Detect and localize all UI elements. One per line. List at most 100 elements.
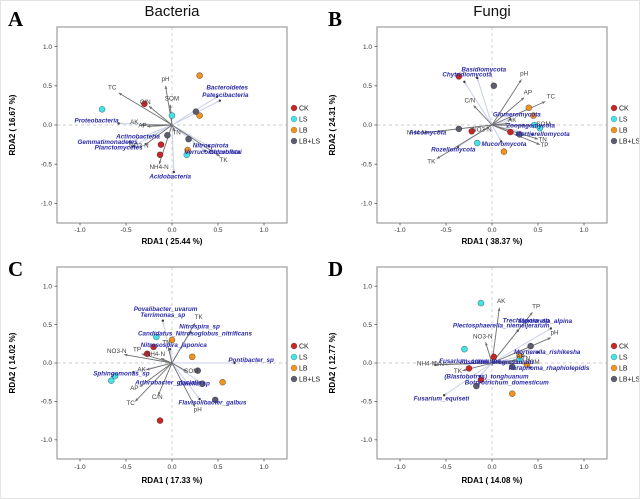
sample-point-ls [536,124,544,132]
x-axis-label: RDA1 ( 25.44 %) [142,237,203,246]
sample-point-lb [188,353,196,361]
legend-label: CK [299,343,309,350]
panel-b-fungi-rda-biplot: -1.0 -0.5 0.0 0.5 1.0 -1.0 -0.5 0.0 0.5 1.0 RDA1 (… [328,26,639,246]
env-label: AP [516,353,524,360]
legend-dot-ls [290,353,298,361]
sample-point-lb [500,148,508,155]
legend-label: LB [299,127,308,134]
y-tick-label: -1.0 [41,201,53,208]
env-label: TC [547,93,556,100]
taxa-label: Paraphoma_rhaphiolepidis [509,365,590,372]
taxa-label: Nitrospirota [193,143,229,150]
taxa-point [128,141,131,144]
y-tick-label: 0.5 [43,83,52,90]
panel-letter-a: A [8,7,24,31]
y-tick-label: 0.5 [43,322,52,329]
taxa-arrow [171,124,176,173]
taxa-point [117,122,120,125]
taxa-point [132,144,135,148]
env-label: TC [126,400,135,407]
env-label: SOM [184,368,198,375]
x-tick-label: 0.5 [533,227,542,234]
env-label: AP [130,385,138,392]
legend-dot-lb [290,126,298,134]
sample-point-ls [153,333,160,341]
env-label: pH [520,71,529,78]
legend-label: LS [619,354,628,361]
sample-point-lb+ls [164,131,171,139]
x-tick-label: -0.5 [120,227,132,234]
legend-dot-ck [290,342,298,350]
taxa-label: Actinobacteria [115,133,160,140]
taxa-label: Sphingomonas_sp [93,370,149,377]
y-axis-label: RDA2 ( 16.67 %) [8,94,17,155]
taxa-point [233,361,236,365]
taxa-point [476,76,479,80]
env-label: AK [508,117,517,124]
legend-dot-ck [610,342,618,350]
x-tick-label: 0.0 [487,227,496,234]
legend-dot-ls [610,353,618,361]
taxa-label: Nitrospira_sp [179,323,220,330]
legend-dot-ck [290,104,298,112]
taxa-label: Chloroflexi [209,149,242,156]
env-arrow [124,353,173,364]
sample-point-lb [219,378,226,386]
env-label: AP [138,122,146,129]
env-label: pH [194,406,203,413]
legend-label: LB [299,365,308,372]
sample-point-ck [157,141,165,148]
taxa-point [478,374,482,378]
env-label: AK [497,298,506,305]
x-tick-label: 0.5 [213,464,222,471]
sample-point-lb+ls [508,363,516,371]
y-tick-label: 1.0 [363,44,372,51]
env-label: C/N [464,97,475,104]
y-tick-label: 0.5 [363,322,372,329]
taxa-label: Nitrosospira_japonica [141,342,208,349]
env-label: C/N [152,394,163,401]
panel-letter-b: B [328,7,343,31]
env-label: TP [133,346,141,353]
taxa-label: Fusarium_progressivum [460,359,534,366]
column-title-bacteria: Bacteria [144,3,200,20]
env-arrow [473,105,493,126]
y-tick-label: 0.5 [363,83,372,90]
legend-dot-lb+ls [610,375,618,383]
taxa-point [442,394,446,397]
env-label: TP [540,142,548,149]
env-label: SOM [525,359,539,366]
taxa-label: Ascomycota [408,129,447,136]
taxa-label: Pontibacter_sp [228,357,274,364]
taxa-label: Zoopagomycota [505,122,555,129]
y-tick-label: 0.0 [363,360,372,367]
x-tick-label: -1.0 [74,464,86,471]
env-label: TN [522,356,531,363]
y-tick-label: -1.0 [361,201,373,208]
taxa-label: Mucoromycota [482,141,527,148]
sample-point-lb+ls [527,342,534,350]
sample-point-lb [525,104,533,112]
sample-point-ls [531,121,538,129]
taxa-point [172,170,176,174]
env-arrow [134,362,173,402]
sample-point-lb+ls [185,135,192,143]
x-tick-label: -0.5 [440,227,452,234]
sample-point-lb [196,72,203,79]
legend-dot-lb+ls [290,375,298,383]
env-label: NO3-N [107,348,127,355]
sample-point-lb+ls [473,382,480,390]
legend-label: LS [299,354,308,361]
env-label: TN [172,129,181,136]
panel-a-bacteria-rda-biplot: -1.0 -0.5 0.0 0.5 1.0 -1.0 -0.5 0.0 0.5 1.0 RDA1 (… [8,26,321,246]
sample-point-lb [184,146,191,154]
taxa-point [500,140,503,143]
env-label: TK [427,158,436,165]
x-axis-label: RDA1 ( 14.08 %) [462,476,523,485]
legend: CK LS LB LB+LS [290,342,321,383]
x-tick-label: 0.0 [167,464,176,471]
env-arrow [491,312,533,364]
env-label: C/N [140,99,151,106]
taxa-arrow [172,361,235,365]
